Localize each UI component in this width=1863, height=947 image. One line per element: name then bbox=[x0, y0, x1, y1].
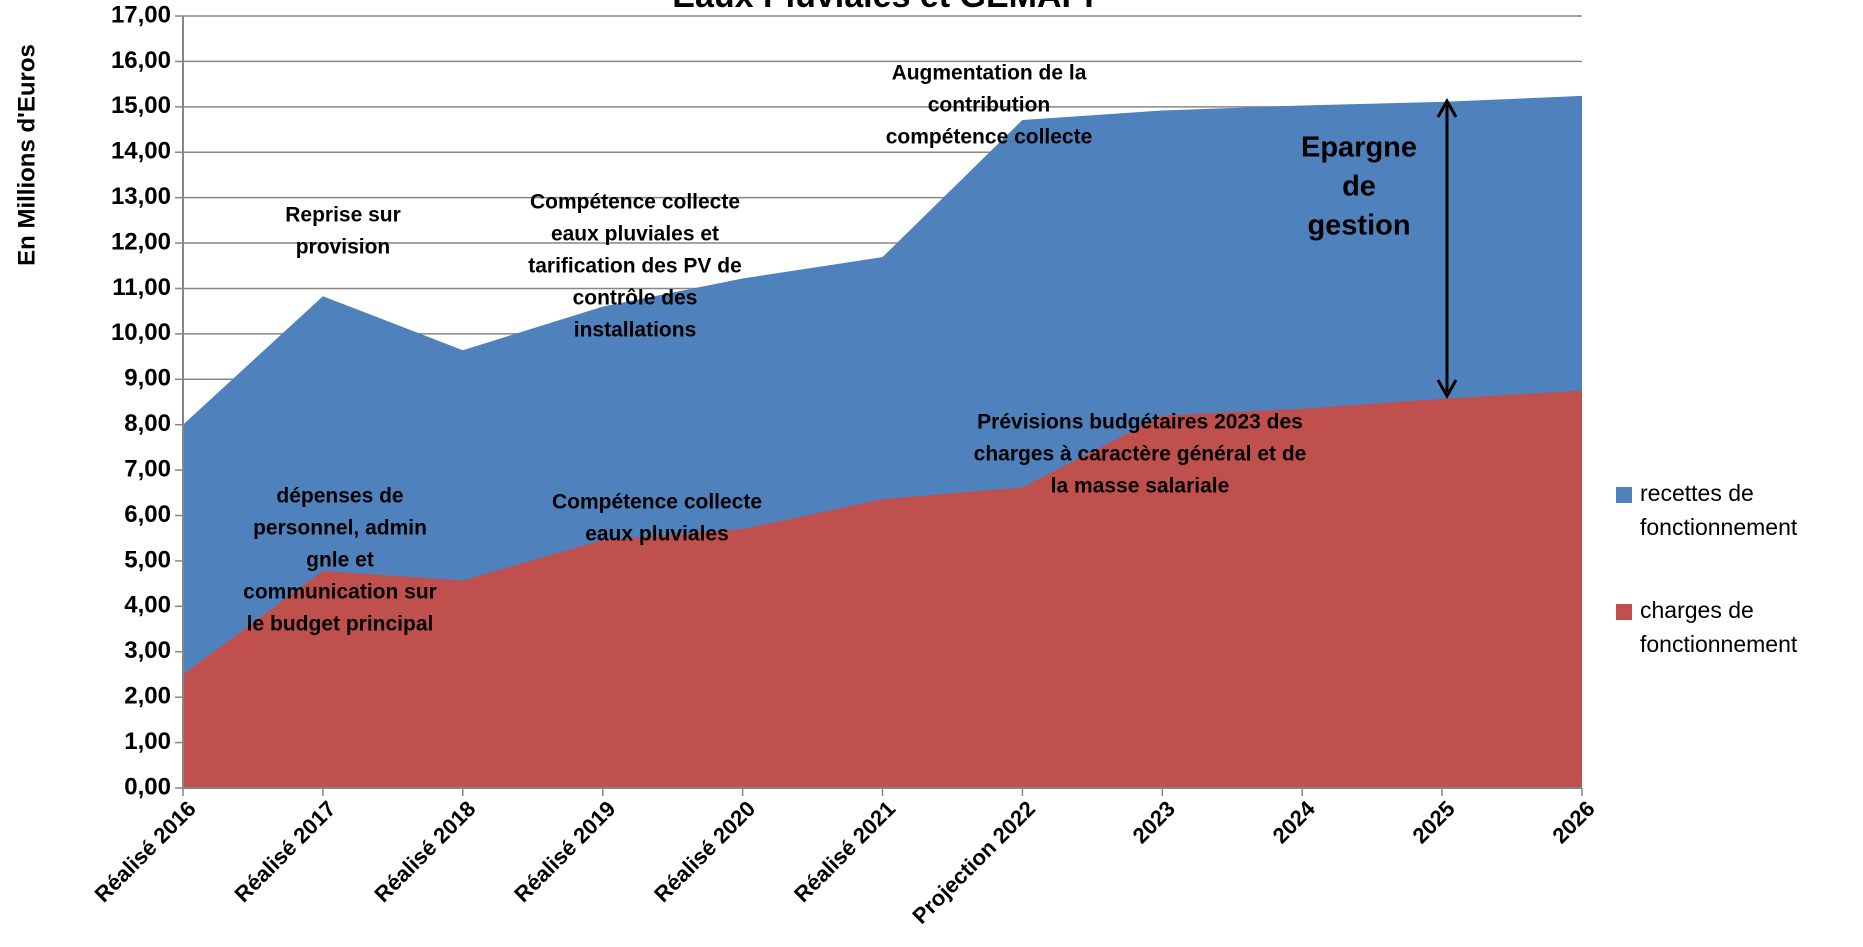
y-tick-label: 13,00 bbox=[111, 183, 171, 210]
chart-title: Eaux Pluviales et GEMAPI bbox=[672, 0, 1093, 15]
annotation: Augmentation de la bbox=[892, 62, 1087, 85]
legend-line: charges de bbox=[1640, 597, 1754, 623]
legend-entry: recettes de fonctionnement bbox=[1640, 480, 1798, 540]
annotation: Prévisions budgétaires 2023 des bbox=[977, 411, 1303, 434]
arrow-head bbox=[1436, 97, 1458, 118]
y-tick-label: 4,00 bbox=[124, 592, 171, 619]
arrow-head bbox=[1436, 379, 1458, 400]
y-tick-label: 8,00 bbox=[124, 410, 171, 437]
annotation: provision bbox=[296, 236, 391, 259]
y-tick-label: 11,00 bbox=[112, 274, 171, 301]
legend-label: charges de fonctionnement bbox=[1640, 597, 1798, 657]
annotation: compétence collecte bbox=[886, 126, 1093, 149]
y-tick-label: 7,00 bbox=[124, 455, 171, 482]
annotation: personnel, admin bbox=[253, 517, 427, 540]
annotation: gnle et bbox=[306, 549, 374, 572]
x-tick-label: Réalisé 2017 bbox=[229, 796, 340, 907]
area bbox=[183, 390, 1582, 788]
legend-line: recettes de bbox=[1640, 480, 1754, 506]
y-tick-label: 15,00 bbox=[111, 92, 171, 119]
legend-entry: charges de fonctionnement bbox=[1640, 597, 1798, 657]
y-tick-label: 12,00 bbox=[111, 228, 171, 255]
x-tick-label: Projection 2022 bbox=[907, 796, 1040, 929]
x-tick-label: Réalisé 2019 bbox=[509, 796, 620, 907]
legend-swatch bbox=[1616, 604, 1632, 620]
x-tick-label: 2024 bbox=[1268, 795, 1321, 848]
y-tick-label: 10,00 bbox=[111, 319, 171, 346]
y-tick-label: 1,00 bbox=[124, 728, 171, 755]
annotation: Reprise sur bbox=[285, 204, 401, 227]
annotation: eaux pluviales bbox=[585, 523, 729, 546]
annotation: tarification des PV de bbox=[528, 255, 742, 278]
x-tick-label: 2023 bbox=[1128, 796, 1180, 848]
annotation: communication sur bbox=[243, 581, 437, 604]
y-tick-label: 0,00 bbox=[124, 773, 171, 800]
y-tick-label: 16,00 bbox=[111, 47, 171, 74]
x-tick-label: Réalisé 2020 bbox=[649, 796, 760, 907]
annotation: contrôle des bbox=[573, 287, 698, 310]
annotation: le budget principal bbox=[247, 613, 434, 636]
legend-label: recettes de fonctionnement bbox=[1640, 480, 1798, 540]
annotation: de bbox=[1342, 171, 1376, 203]
annotation: eaux pluviales et bbox=[551, 223, 719, 246]
annotation: contribution bbox=[928, 94, 1050, 117]
y-tick-label: 6,00 bbox=[124, 501, 171, 528]
y-tick-label: 2,00 bbox=[124, 683, 171, 710]
legend-line: fonctionnement bbox=[1640, 631, 1798, 657]
y-tick-label: 3,00 bbox=[124, 637, 171, 664]
annotation: charges à caractère général et de bbox=[974, 443, 1307, 466]
y-tick-label: 9,00 bbox=[124, 365, 171, 392]
y-tick-label: 17,00 bbox=[111, 1, 171, 28]
annotation: dépenses de bbox=[276, 485, 403, 508]
x-tick-label: Réalisé 2016 bbox=[90, 796, 201, 907]
x-tick-label: 2026 bbox=[1547, 796, 1599, 848]
x-tick-label: Réalisé 2018 bbox=[369, 796, 480, 907]
legend-swatch bbox=[1616, 487, 1632, 503]
legend-line: fonctionnement bbox=[1640, 514, 1798, 540]
annotation: gestion bbox=[1307, 210, 1410, 242]
annotation: Compétence collecte bbox=[552, 491, 762, 514]
y-tick-label: 14,00 bbox=[111, 138, 171, 165]
annotation: la masse salariale bbox=[1051, 475, 1230, 498]
y-axis-label: En Millions d'Euros bbox=[13, 44, 40, 266]
x-tick-label: Réalisé 2021 bbox=[789, 796, 900, 907]
annotation: Compétence collecte bbox=[530, 191, 740, 214]
annotation: Epargne bbox=[1301, 132, 1417, 164]
x-tick-label: 2025 bbox=[1407, 796, 1459, 848]
annotation: installations bbox=[574, 319, 697, 342]
y-tick-label: 5,00 bbox=[124, 546, 171, 573]
